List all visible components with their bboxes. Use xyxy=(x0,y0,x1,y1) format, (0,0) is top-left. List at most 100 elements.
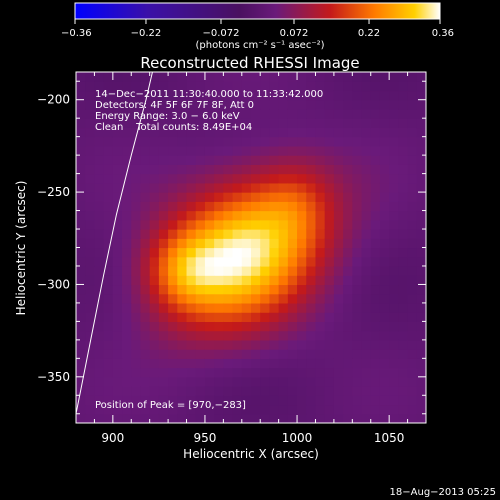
heatmap-cell xyxy=(297,164,307,175)
heatmap-cell xyxy=(352,219,363,230)
heatmap-cell xyxy=(241,182,252,193)
heatmap-cell xyxy=(168,376,178,387)
heatmap-cell xyxy=(407,367,418,378)
heatmap-cell xyxy=(407,145,418,156)
heatmap-cell xyxy=(398,145,409,156)
heatmap-cell xyxy=(140,404,151,415)
heatmap-cell xyxy=(315,247,326,258)
heatmap-cell xyxy=(324,339,335,350)
heatmap-cell xyxy=(343,367,353,378)
heatmap-cell xyxy=(370,404,381,415)
heatmap-cell xyxy=(269,256,280,267)
heatmap-cell xyxy=(251,155,261,165)
heatmap-cell xyxy=(315,339,326,350)
heatmap-cell xyxy=(315,99,326,110)
heatmap-cell xyxy=(241,173,252,184)
heatmap-cell xyxy=(85,145,96,156)
heatmap-cell xyxy=(269,127,280,138)
heatmap-cell xyxy=(260,256,271,267)
heatmap-cell xyxy=(315,173,326,184)
heatmap-cell xyxy=(94,367,105,378)
heatmap-cell xyxy=(149,367,160,378)
heatmap-cell xyxy=(94,81,105,92)
heatmap-cell xyxy=(370,302,381,313)
heatmap-cell xyxy=(158,90,169,101)
heatmap-cell xyxy=(232,247,243,258)
heatmap-cell xyxy=(407,284,418,295)
heatmap-cell xyxy=(232,192,243,202)
heatmap-cell xyxy=(269,72,280,82)
heatmap-cell xyxy=(131,173,142,184)
heatmap-cell xyxy=(177,145,188,156)
heatmap-cell xyxy=(112,90,123,101)
heatmap-cell xyxy=(177,219,188,230)
heatmap-cell xyxy=(186,201,197,212)
colorbar-frame xyxy=(74,2,441,20)
heatmap-cell xyxy=(269,173,280,184)
heatmap-cell xyxy=(214,376,224,387)
heatmap-cell xyxy=(407,386,418,396)
heatmap-cell xyxy=(168,192,178,202)
heatmap-cell xyxy=(398,219,409,230)
heatmap-cell xyxy=(278,275,289,286)
heatmap-cell xyxy=(140,182,151,193)
heatmap-cell xyxy=(269,413,280,423)
heatmap-cell xyxy=(186,404,197,415)
heatmap-cell xyxy=(168,201,178,212)
heatmap-cell xyxy=(343,404,353,415)
heatmap-cell xyxy=(287,404,298,415)
heatmap-cell xyxy=(195,265,206,276)
heatmap-cell xyxy=(214,349,224,359)
heatmap-cell xyxy=(149,395,160,406)
heatmap-cell xyxy=(168,256,178,267)
heatmap-cell xyxy=(287,229,298,239)
heatmap-cell xyxy=(260,312,271,322)
heatmap-cell xyxy=(343,108,353,119)
heatmap-cell xyxy=(85,99,96,110)
heatmap-cell xyxy=(287,210,298,221)
heatmap-cell xyxy=(122,386,132,396)
heatmap-cell xyxy=(297,321,307,332)
heatmap-cell xyxy=(389,339,399,350)
heatmap-cell xyxy=(260,284,271,295)
heatmap-cell xyxy=(251,330,261,341)
heatmap-cell xyxy=(352,145,363,156)
heatmap-cell xyxy=(186,358,197,369)
heatmap-cell xyxy=(85,321,96,332)
heatmap-cell xyxy=(131,367,142,378)
heatmap-cell xyxy=(333,349,344,359)
heatmap-cell xyxy=(149,136,160,147)
heatmap-cell xyxy=(241,395,252,406)
heatmap-cell xyxy=(241,376,252,387)
heatmap-cell xyxy=(223,145,234,156)
heatmap-cell xyxy=(232,284,243,295)
heatmap-cell xyxy=(389,275,399,286)
solar-limb-line xyxy=(76,72,153,417)
heatmap-cell xyxy=(333,312,344,322)
heatmap-cell xyxy=(324,210,335,221)
heatmap-cell xyxy=(278,229,289,239)
heatmap-cell xyxy=(416,413,426,423)
heatmap-cell xyxy=(315,81,326,92)
heatmap-cell xyxy=(94,136,105,147)
heatmap-cell xyxy=(103,275,114,286)
heatmap-cell xyxy=(407,118,418,129)
heatmap-cell xyxy=(407,108,418,119)
heatmap-cell xyxy=(407,256,418,267)
heatmap-cell xyxy=(389,386,399,396)
heatmap-cell xyxy=(370,339,381,350)
heatmap-cell xyxy=(343,145,353,156)
heatmap-cell xyxy=(177,201,188,212)
heatmap-cell xyxy=(297,358,307,369)
heatmap-cell xyxy=(112,349,123,359)
heatmap-cell xyxy=(149,256,160,267)
heatmap-cell xyxy=(278,210,289,221)
heatmap-cell xyxy=(76,210,86,221)
heatmap-cell xyxy=(297,173,307,184)
heatmap-cell xyxy=(287,302,298,313)
heatmap-cell xyxy=(278,127,289,138)
heatmap-cell xyxy=(94,358,105,369)
heatmap-cell xyxy=(223,386,234,396)
heatmap-cell xyxy=(269,358,280,369)
heatmap-cell xyxy=(232,118,243,129)
